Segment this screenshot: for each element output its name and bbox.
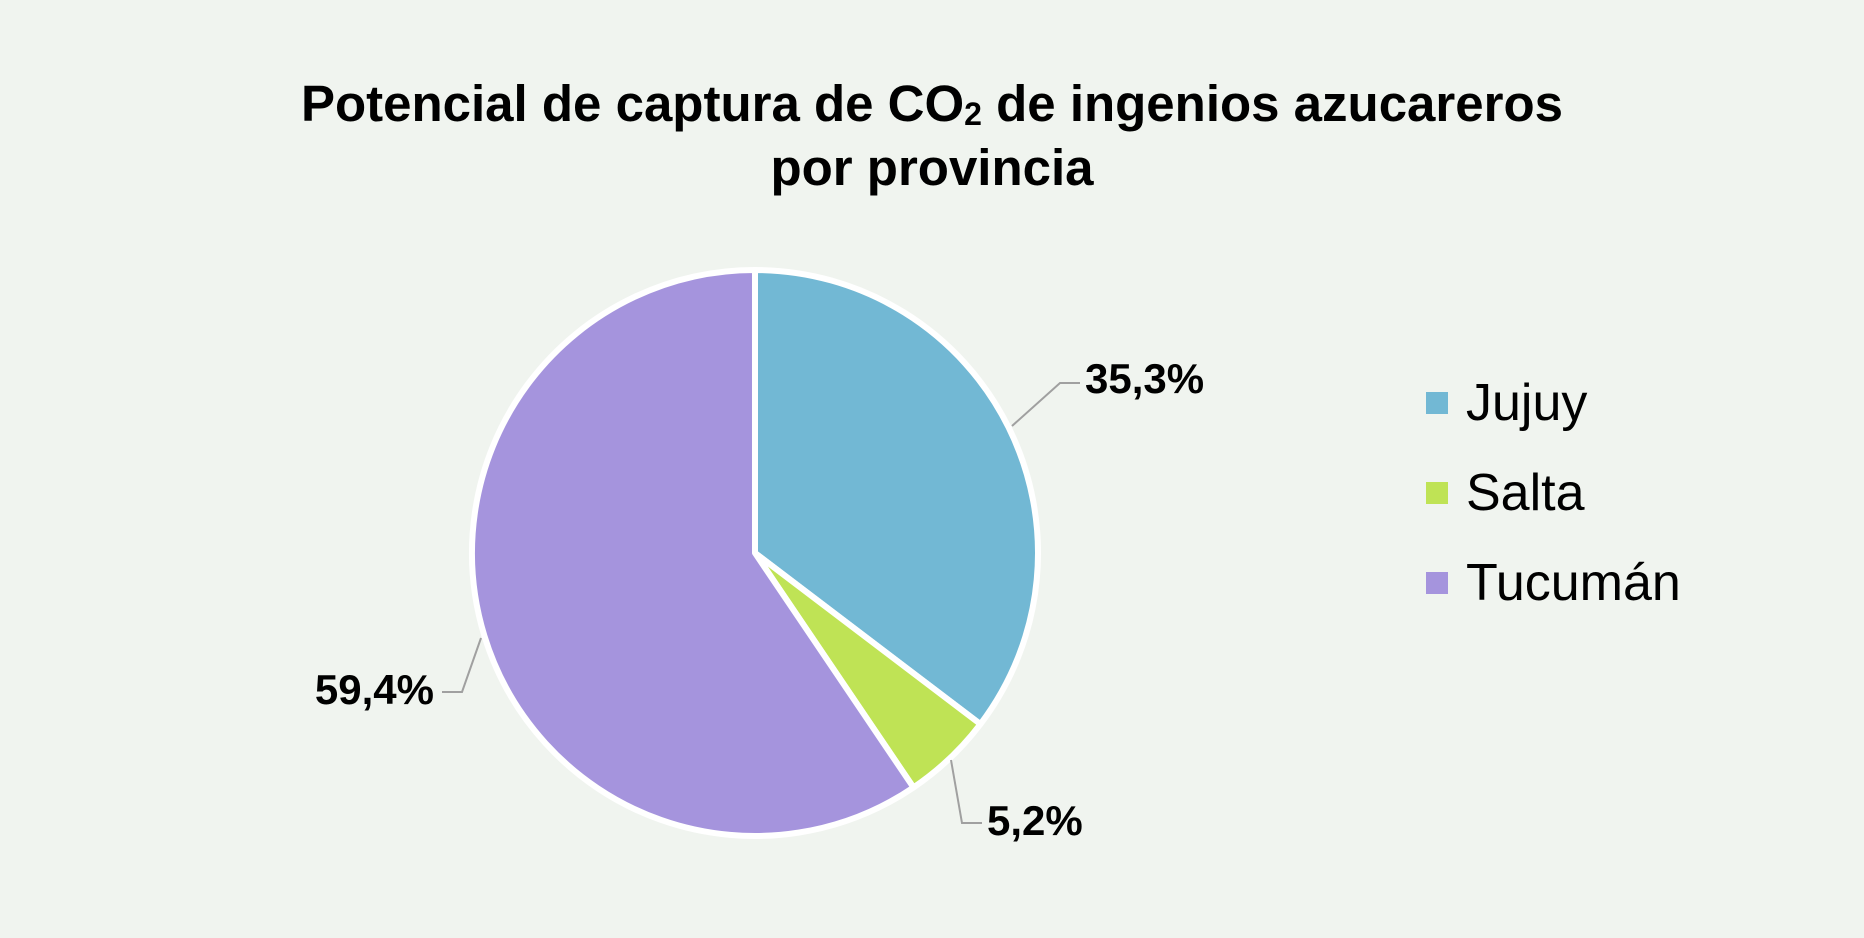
- data-label-salta: 5,2%: [987, 797, 1083, 844]
- title-rest: de ingenios azucareros: [981, 75, 1563, 132]
- title-subscript: 2: [964, 96, 982, 132]
- title-main: Potencial de captura de CO: [300, 75, 965, 132]
- leader-line-jujuy: [1011, 382, 1080, 427]
- legend-swatch-salta: [1426, 482, 1448, 504]
- leader-line-salta: [950, 759, 982, 824]
- legend-item-tucuman: Tucumán: [1426, 538, 1681, 628]
- pie-slice-jujuy: [752, 267, 1041, 728]
- title-line-2: por provincia: [770, 139, 1094, 196]
- legend-label-salta: Salta: [1466, 464, 1585, 522]
- legend-item-salta: Salta: [1426, 448, 1681, 538]
- chart-title: Potencial de captura de CO2 de ingenios …: [0, 72, 1864, 200]
- pie-slice-tucuman: [469, 267, 917, 839]
- data-label-tucuman: 59,4%: [315, 666, 434, 713]
- legend-swatch-tucuman: [1426, 572, 1448, 594]
- legend-label-tucuman: Tucumán: [1466, 554, 1681, 612]
- legend-item-jujuy: Jujuy: [1426, 358, 1681, 448]
- legend: Jujuy Salta Tucumán: [1426, 358, 1681, 628]
- data-label-jujuy: 35,3%: [1085, 355, 1204, 402]
- legend-label-jujuy: Jujuy: [1466, 374, 1588, 432]
- legend-swatch-jujuy: [1426, 392, 1448, 414]
- leader-line-tucuman: [442, 637, 482, 693]
